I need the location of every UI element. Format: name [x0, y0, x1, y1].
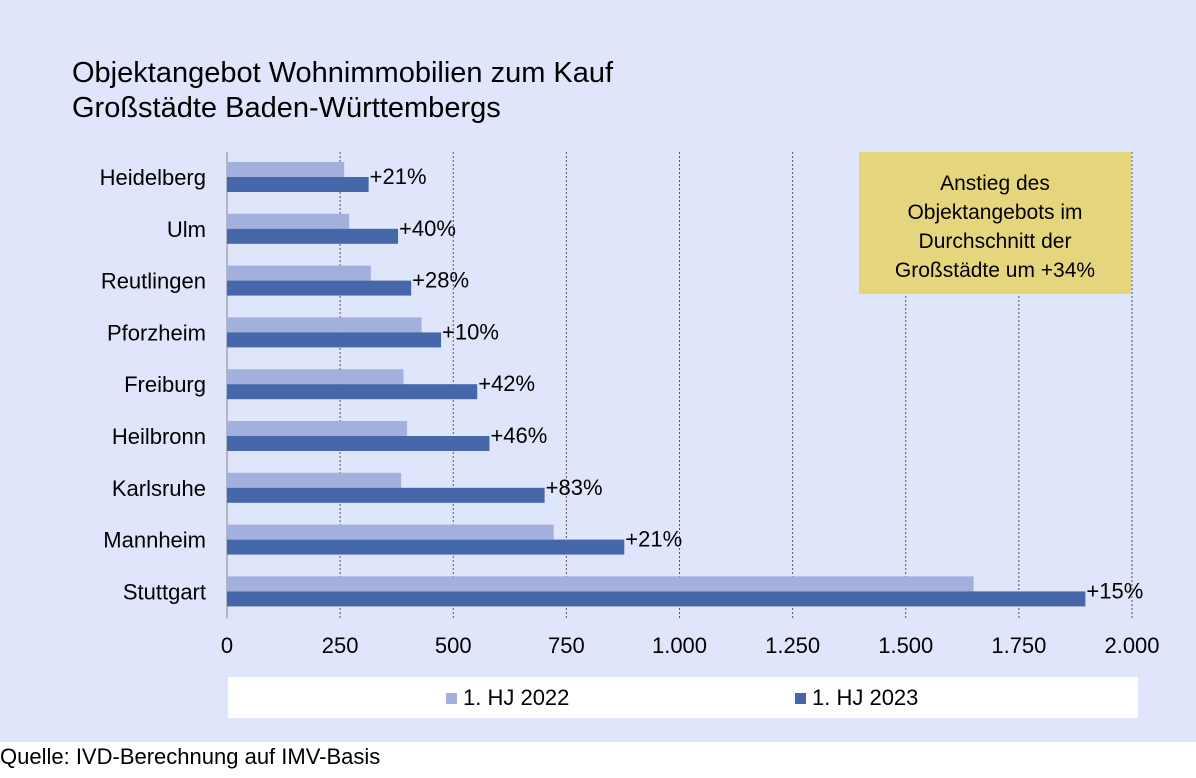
x-tick-label: 1.250 [765, 633, 820, 658]
bar-2022 [227, 421, 408, 436]
bar-2023 [227, 177, 369, 192]
category-label: Karlsruhe [112, 476, 206, 501]
chart-panel: Objektangebot Wohnimmobilien zum Kauf Gr… [0, 0, 1196, 742]
bar-2022 [227, 472, 402, 488]
category-label: Stuttgart [123, 579, 206, 604]
bar-2022 [227, 213, 350, 229]
callout-line: Großstädte um +34% [894, 259, 1096, 282]
x-tick-label: 1.000 [652, 633, 707, 658]
legend-swatch-2023 [795, 693, 806, 704]
bar-2023 [227, 384, 478, 400]
bar-2023 [227, 436, 490, 451]
category-label: Reutlingen [101, 269, 206, 294]
bar-2023 [227, 539, 625, 555]
chart-title-line-2: Großstädte Baden-Württembergs [72, 92, 501, 124]
bar-2023 [227, 332, 442, 348]
category-label: Ulm [167, 217, 206, 242]
change-label: +21% [370, 164, 427, 189]
change-label: +21% [625, 527, 682, 552]
category-label: Mannheim [103, 528, 206, 553]
bar-chart: 0 250 500 750 1.000 1.250 1.500 1.750 2.000 Heide… [100, 152, 1160, 658]
source-note: Quelle: IVD-Berechnung auf IMV-Basis [0, 744, 381, 769]
legend-swatch-2022 [446, 693, 457, 704]
x-tick-label: 0 [221, 633, 233, 658]
bar-2022 [227, 524, 554, 540]
bar-2023 [227, 487, 545, 503]
x-tick-label: 2.000 [1104, 633, 1159, 658]
legend-label-2023: 1. HJ 2023 [812, 685, 919, 710]
bar-2022 [227, 162, 345, 177]
legend-label-2022: 1. HJ 2022 [463, 685, 570, 710]
x-tick-label: 250 [322, 633, 359, 658]
change-label: +40% [399, 216, 456, 241]
callout-line: Objektangebots im [907, 201, 1083, 224]
change-label: +15% [1086, 578, 1143, 603]
change-label: +83% [546, 475, 603, 500]
x-tick-label: 750 [548, 633, 585, 658]
chart-title-line-1: Objektangebot Wohnimmobilien zum Kauf [72, 57, 614, 89]
bar-2022 [227, 369, 404, 385]
category-label: Pforzheim [107, 320, 206, 345]
callout-line: Anstieg des [940, 172, 1050, 195]
bar-2023 [227, 280, 412, 296]
category-label: Freiburg [124, 372, 206, 397]
change-label: +42% [478, 371, 535, 396]
category-label: Heidelberg [100, 165, 206, 190]
average-increase-callout: Anstieg des Objektangebots im Durchschni… [859, 152, 1131, 294]
change-label: +10% [442, 319, 499, 344]
change-label: +46% [490, 423, 547, 448]
bar-2022 [227, 317, 422, 333]
x-tick-label: 1.500 [878, 633, 933, 658]
x-tick-label: 1.750 [991, 633, 1046, 658]
bar-2022 [227, 265, 371, 281]
bar-2023 [227, 228, 399, 244]
category-label: Heilbronn [112, 424, 206, 449]
bar-2023 [227, 591, 1086, 607]
legend-item-2023: 1. HJ 2023 [795, 685, 918, 711]
legend-item-2022: 1. HJ 2022 [446, 685, 569, 711]
change-label: +28% [412, 268, 469, 293]
chart-legend: 1. HJ 2022 1. HJ 2023 [228, 677, 1138, 718]
bar-2022 [227, 576, 974, 592]
x-tick-label: 500 [435, 633, 472, 658]
callout-line: Durchschnitt der [918, 230, 1072, 253]
